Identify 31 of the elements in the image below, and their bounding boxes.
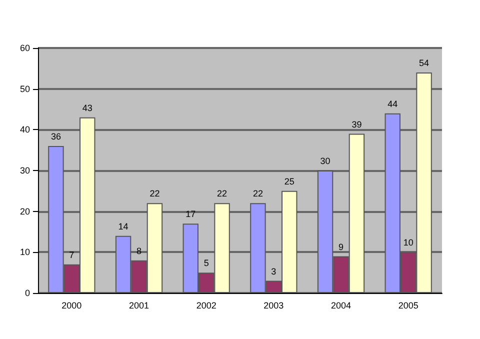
- data-label: 36: [50, 132, 61, 142]
- data-label: 25: [284, 176, 294, 186]
- x-tick-label: 2004: [330, 300, 352, 310]
- data-label: 3: [271, 266, 276, 276]
- data-label: 10: [403, 238, 414, 248]
- x-tick-label: 2001: [128, 300, 150, 310]
- data-label: 30: [320, 156, 330, 166]
- y-tick-label: 50: [20, 84, 30, 94]
- x-tick-label: 2000: [62, 300, 82, 310]
- data-label: 44: [388, 98, 398, 109]
- x-tick-label: 2003: [264, 300, 284, 310]
- data-label: 8: [136, 246, 142, 256]
- y-tick-label: 0: [24, 288, 30, 298]
- data-label: 17: [186, 209, 196, 220]
- y-tick-label: 30: [20, 166, 30, 176]
- y-tick-label: 10: [20, 247, 30, 258]
- data-label: 22: [252, 188, 263, 199]
- y-tick-label: 60: [20, 43, 30, 53]
- x-tick-label: 2002: [196, 300, 216, 310]
- data-label: 7: [69, 250, 74, 260]
- y-tick-label: 20: [20, 206, 30, 216]
- data-label: 39: [352, 119, 362, 130]
- data-label: 22: [217, 188, 228, 199]
- data-label: 43: [82, 102, 92, 113]
- y-tick-label: 40: [20, 124, 30, 135]
- data-label: 9: [338, 242, 344, 252]
- x-tick-label: 2005: [398, 300, 418, 310]
- data-label: 22: [150, 188, 160, 199]
- data-label: 14: [118, 221, 128, 232]
- data-label: 54: [419, 58, 430, 68]
- data-label: 5: [204, 258, 209, 268]
